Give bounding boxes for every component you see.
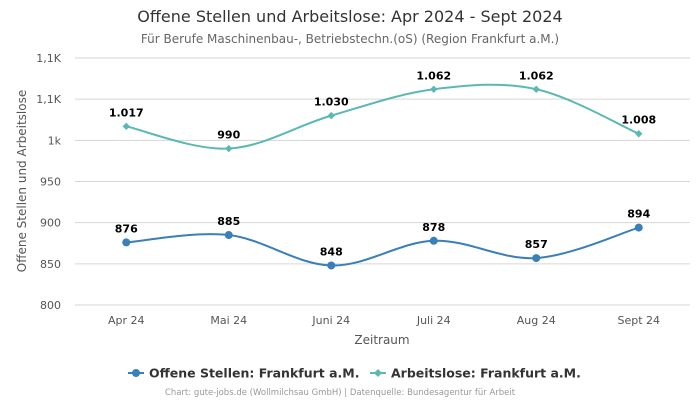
legend-marker: [374, 369, 382, 377]
legend-item: Offene Stellen: Frankfurt a.M.: [128, 366, 359, 381]
footer-credit: Chart: gute-jobs.de (Wollmilchsau GmbH) …: [165, 388, 516, 398]
data-point: [634, 223, 643, 232]
legend: Offene Stellen: Frankfurt a.M. Arbeitslos…: [128, 366, 581, 381]
data-point: [327, 111, 335, 120]
y-tick-label: 1,1K: [36, 52, 61, 65]
data-point: [532, 254, 541, 263]
data-point: [532, 85, 540, 93]
data-point: [327, 261, 336, 270]
x-tick-label: Mai 24: [210, 314, 247, 327]
data-label: 1.030: [314, 96, 349, 109]
data-label: 990: [217, 129, 240, 142]
series-layer: [122, 83, 643, 270]
data-point: [122, 122, 130, 131]
chart-subtitle: Für Berufe Maschinenbau-, Betriebstechn.…: [141, 32, 559, 46]
data-point: [429, 236, 438, 245]
x-axis-title: Zeitraum: [354, 333, 409, 347]
legend-marker: [132, 369, 140, 377]
x-tick-label: Apr 24: [108, 314, 145, 327]
data-point: [430, 85, 438, 93]
data-label: 848: [320, 245, 343, 258]
data-label: 1.062: [416, 69, 451, 82]
data-label: 1.062: [519, 69, 554, 82]
data-point: [635, 130, 643, 138]
y-tick-label: 950: [40, 176, 61, 189]
data-label: 876: [115, 222, 138, 235]
x-tick-label: Juni 24: [311, 314, 350, 327]
legend-label: Offene Stellen: Frankfurt a.M.: [149, 366, 359, 381]
y-tick-label: 1k: [48, 134, 62, 147]
data-point: [122, 238, 131, 247]
x-tick-label: Juli 24: [416, 314, 451, 327]
y-axis-ticks: 800 850 900 950 1k 1,1K 1,1K: [36, 52, 61, 312]
series-1: [122, 83, 643, 153]
data-label: 1.017: [109, 106, 144, 119]
data-label: 885: [217, 215, 240, 228]
legend-label: Arbeitslose: Frankfurt a.M.: [391, 366, 581, 381]
series-0: [122, 223, 643, 270]
x-tick-label: Aug 24: [517, 314, 556, 327]
data-label: 1.008: [621, 114, 656, 127]
y-tick-label: 800: [40, 299, 61, 312]
y-tick-label: 850: [40, 258, 61, 271]
y-tick-label: 900: [40, 217, 61, 230]
x-axis-ticks: Apr 24 Mai 24 Juni 24 Juli 24 Aug 24 Sept 24: [108, 314, 660, 327]
series-line: [126, 226, 640, 267]
x-tick-label: Sept 24: [617, 314, 660, 327]
legend-item: Arbeitslose: Frankfurt a.M.: [370, 366, 581, 381]
data-point: [224, 231, 233, 240]
data-label: 878: [422, 221, 445, 234]
data-point: [225, 144, 233, 153]
y-tick-label: 1,1K: [36, 93, 61, 106]
series-line: [126, 83, 640, 150]
data-label: 894: [627, 208, 650, 221]
data-label: 857: [525, 238, 548, 251]
grid: [75, 57, 690, 306]
data-labels: 876 885 848 878 857 894 1.017 990 1.030 1.062 1.06…: [109, 69, 656, 258]
chart-title: Offene Stellen und Arbeitslose: Apr 2024…: [137, 7, 562, 26]
y-axis-title: Offene Stellen und Arbeitslose: [15, 90, 29, 272]
